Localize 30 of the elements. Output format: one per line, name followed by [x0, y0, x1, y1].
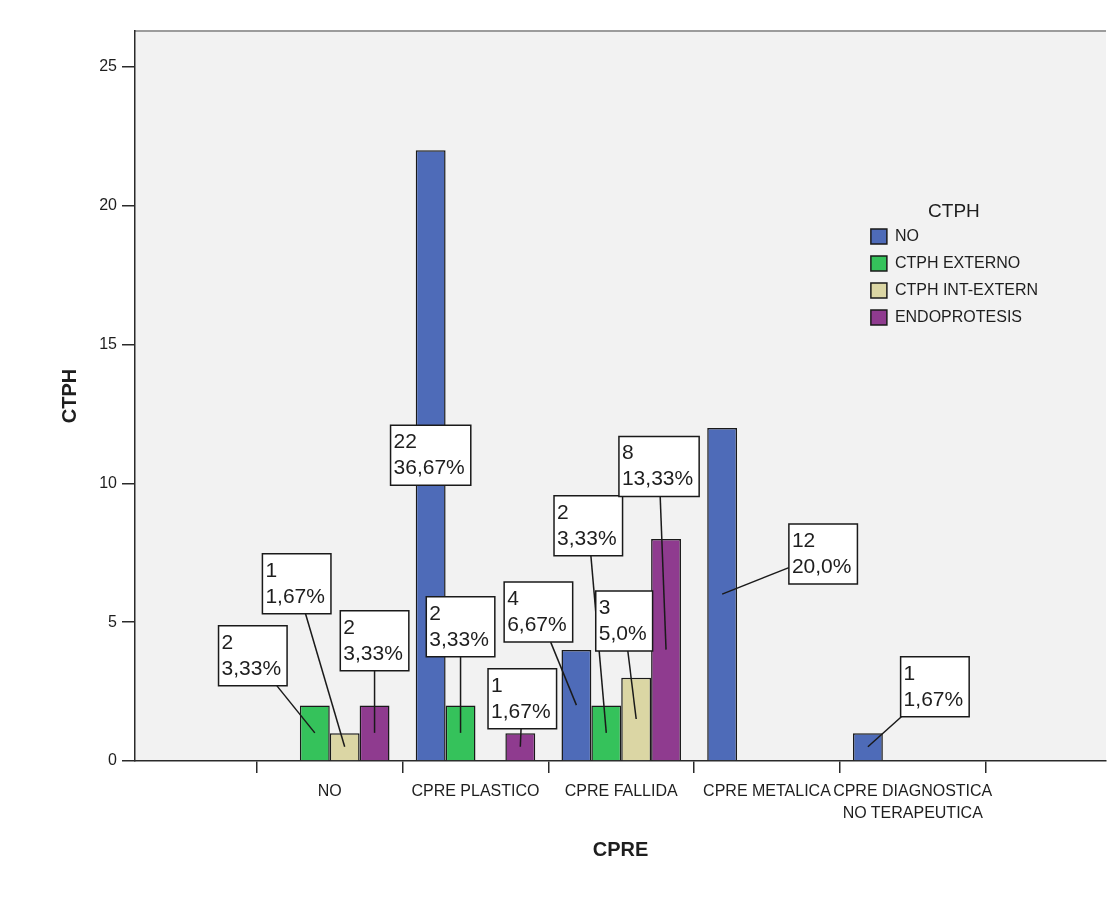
- data-label: 22 36,67%: [393, 429, 465, 479]
- data-label: 2 3,33%: [343, 614, 403, 664]
- x-tick-label: NO: [317, 781, 342, 799]
- y-tick-label: 20: [99, 196, 118, 214]
- data-label: 2 3,33%: [429, 600, 489, 650]
- legend-label: CTPH EXTERNO: [894, 253, 1021, 271]
- legend-label: ENDOPROTESIS: [894, 307, 1023, 325]
- data-label: 3 5,0%: [598, 594, 647, 644]
- x-axis-title: CPRE: [592, 837, 649, 860]
- data-label: 2 3,33%: [557, 499, 617, 549]
- data-label: 8 13,33%: [621, 440, 694, 490]
- legend-title: CTPH: [928, 200, 980, 222]
- legend-label: NO: [894, 226, 919, 244]
- y-tick-label: 15: [99, 335, 118, 353]
- x-tick-label: CPRE DIAGNOSTICA NO TERAPEUTICA: [833, 781, 993, 822]
- y-axis-title: CTPH: [57, 368, 80, 424]
- data-label: 12 20,0%: [791, 527, 852, 577]
- y-tick-label: 0: [108, 751, 118, 769]
- y-tick-label: 25: [99, 57, 118, 75]
- data-label: 1 1,67%: [491, 672, 551, 722]
- legend-label: CTPH INT-EXTERN: [894, 280, 1039, 298]
- data-label: 2 3,33%: [221, 629, 282, 679]
- y-tick-label: 10: [99, 473, 118, 491]
- x-tick-label: CPRE METALICA: [703, 781, 832, 799]
- data-label: 1 1,67%: [903, 660, 964, 710]
- x-tick-label: CPRE PLASTICO: [411, 781, 540, 799]
- data-label: 4 6,67%: [507, 585, 567, 635]
- y-tick-label: 5: [108, 612, 118, 630]
- x-tick-label: CPRE FALLIDA: [564, 781, 679, 799]
- data-label: 1 1,67%: [265, 557, 325, 607]
